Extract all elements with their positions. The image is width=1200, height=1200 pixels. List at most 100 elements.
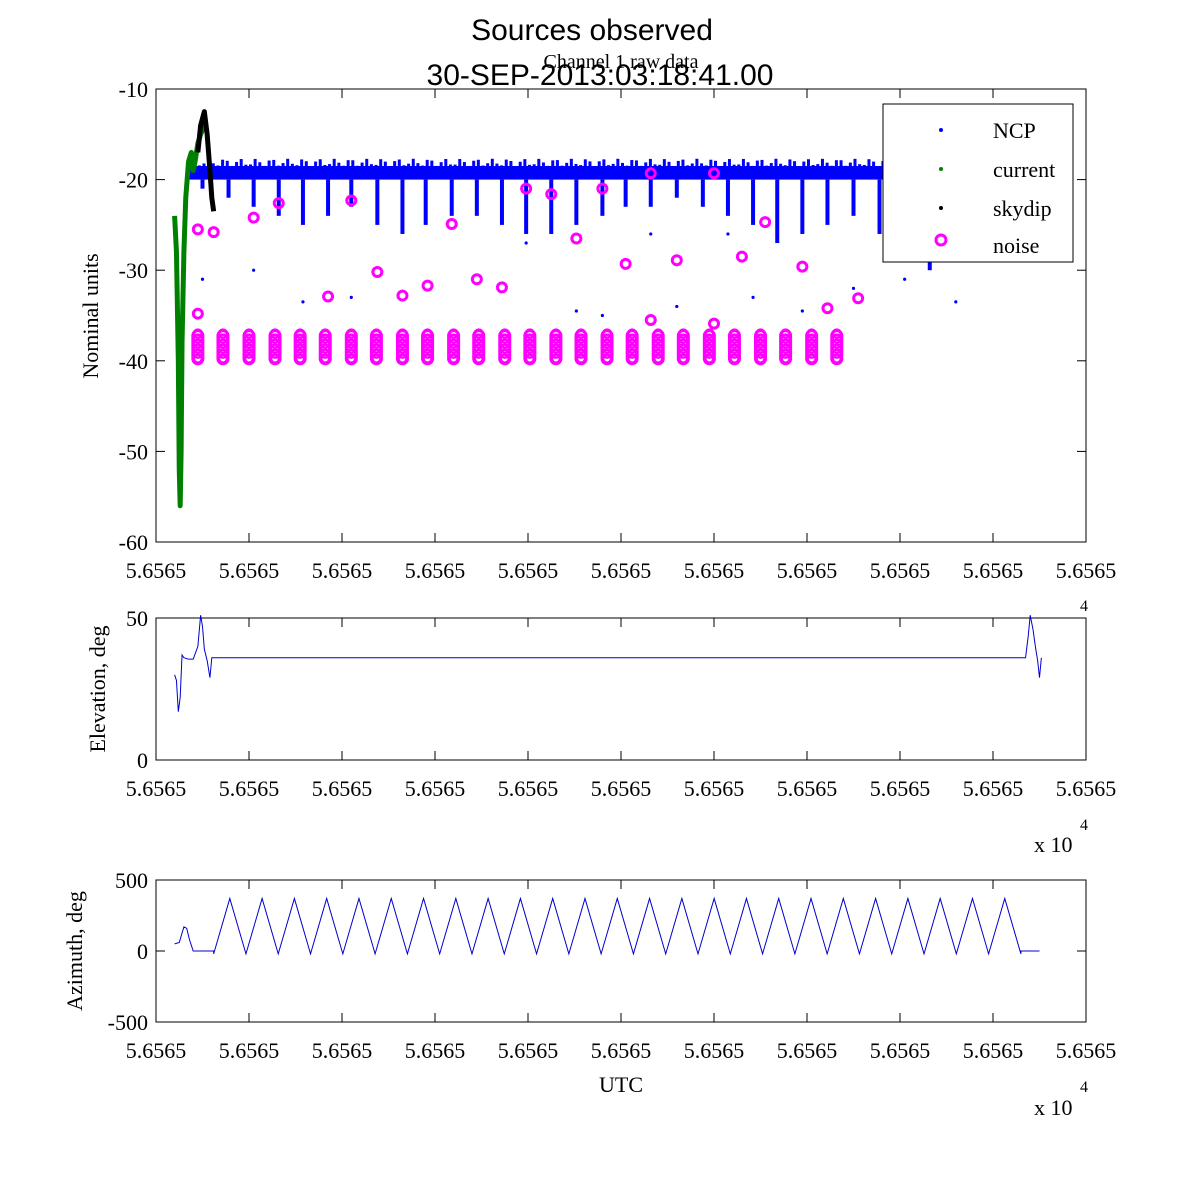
noise-point <box>755 343 766 354</box>
legend-marker-ncp <box>939 128 943 132</box>
ncp-point <box>276 165 280 168</box>
ncp-point <box>662 159 666 168</box>
ncp-point <box>723 161 727 168</box>
p3-x-tick-label: 5.6565 <box>312 1038 373 1063</box>
noise-point <box>550 333 562 344</box>
azimuth-trace <box>174 896 1040 956</box>
ncp-point <box>648 158 652 168</box>
ncp-point <box>252 268 256 272</box>
ncp-point <box>448 164 452 168</box>
noise-point <box>644 314 657 327</box>
p3-y-tick-label: 500 <box>115 868 148 893</box>
noise-point <box>495 281 508 294</box>
noise-point <box>831 353 843 364</box>
ncp-point <box>560 165 564 168</box>
ncp-spike <box>474 179 479 216</box>
ncp-spike <box>200 179 205 189</box>
ncp-point <box>346 160 350 168</box>
ncp-point <box>349 295 353 299</box>
ncp-point <box>602 159 606 168</box>
ncp-spike <box>226 179 231 198</box>
ncp-point <box>732 164 736 168</box>
noise-point <box>247 211 260 224</box>
ncp-point <box>769 163 773 168</box>
panel2-y-label: Elevation, deg <box>85 625 110 752</box>
noise-point <box>473 343 484 354</box>
p2-x-tick-label: 5.6565 <box>963 776 1024 801</box>
legend: NCP current skydip noise <box>882 103 1074 263</box>
ncp-point <box>328 164 332 168</box>
noise-point <box>831 328 843 339</box>
noise-point <box>652 328 664 339</box>
noise-point <box>192 353 204 364</box>
p2-x-tick-label: 5.6565 <box>219 776 280 801</box>
ncp-spike <box>449 179 454 216</box>
p3-y-tick-label: 0 <box>137 939 148 964</box>
noise-point <box>780 348 791 359</box>
ncp-point <box>630 160 634 168</box>
ncp-point <box>546 165 550 168</box>
ncp-point <box>411 158 415 168</box>
ncp-point <box>444 158 448 168</box>
noise-point <box>320 338 331 349</box>
noise-point <box>708 167 720 180</box>
noise-point <box>445 217 458 230</box>
ncp-point <box>555 160 559 168</box>
noise-point <box>397 343 408 354</box>
ncp-point <box>249 164 252 168</box>
noise-point <box>473 348 484 359</box>
noise-point <box>217 348 229 359</box>
ncp-point <box>518 161 522 168</box>
ncp-point <box>253 158 257 168</box>
panel2-x-exponent-top: 4 <box>1080 598 1088 615</box>
noise-point <box>678 343 689 354</box>
panel3-data-layer <box>174 896 1040 956</box>
noise-point <box>806 348 817 359</box>
ncp-point <box>472 160 476 168</box>
panel-raw-data: 5.6565 5.6565 5.6565 5.6565 5.6565 5.6565 5.65… <box>78 77 1116 583</box>
ncp-spike <box>800 179 805 234</box>
noise-point <box>371 338 382 349</box>
p3-y-tick-label: -500 <box>108 1010 148 1035</box>
noise-point <box>473 328 484 339</box>
ncp-point <box>574 163 578 168</box>
noise-point <box>678 338 689 349</box>
noise-point <box>755 338 766 349</box>
noise-point <box>294 328 306 339</box>
noise-point <box>470 273 483 286</box>
noise-point <box>626 338 638 349</box>
noise-point <box>269 328 281 339</box>
ncp-point <box>658 164 662 168</box>
noise-point <box>550 338 562 349</box>
ncp-point <box>397 159 401 168</box>
ncp-point <box>954 300 958 304</box>
p2-x-tick-label: 5.6565 <box>870 776 931 801</box>
ncp-point <box>467 165 471 168</box>
noise-point <box>473 333 484 344</box>
noise-point <box>243 338 255 349</box>
noise-point <box>294 343 306 354</box>
noise-point <box>755 333 766 344</box>
ncp-point <box>258 162 262 168</box>
noise-point <box>448 328 459 339</box>
ncp-point <box>848 162 852 168</box>
noise-point <box>207 226 220 239</box>
p3-x-tick-label: 5.6565 <box>591 1038 652 1063</box>
p1-y-tick-label: -20 <box>119 168 148 193</box>
noise-point <box>652 333 664 344</box>
noise-point <box>217 343 229 354</box>
ncp-point <box>816 164 820 168</box>
ncp-point <box>221 159 225 168</box>
ncp-spike <box>499 179 504 225</box>
ncp-point <box>355 165 359 168</box>
noise-point <box>550 353 562 364</box>
noise-point <box>678 348 689 359</box>
ncp-point <box>625 165 629 168</box>
ncp-point <box>751 295 755 299</box>
panel3-x-ticks: 5.6565 5.6565 5.6565 5.6565 5.6565 5.6565 5.65… <box>126 880 1116 1063</box>
noise-point <box>601 333 613 344</box>
noise-point <box>499 343 510 354</box>
panel1-subtitle: Channel 1 raw data <box>544 51 699 73</box>
noise-point <box>422 333 433 344</box>
noise-point <box>524 338 536 349</box>
